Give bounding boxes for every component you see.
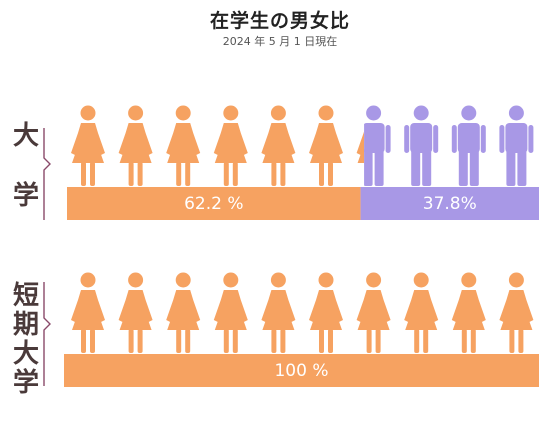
icon-female — [71, 106, 105, 187]
icon-female — [404, 273, 438, 354]
icon-female — [309, 273, 343, 354]
bar-label-university-male: 37.8% — [361, 188, 539, 220]
icon-female — [261, 273, 295, 354]
icon-female — [71, 273, 105, 354]
icon-female — [119, 106, 153, 187]
icon-female — [261, 106, 295, 187]
group-bracket — [44, 128, 50, 220]
icon-female — [452, 273, 486, 354]
group-bracket — [44, 282, 50, 386]
icon-female — [119, 273, 153, 354]
icon-female — [309, 106, 343, 187]
icon-female — [214, 273, 248, 354]
icon-male — [452, 106, 486, 187]
icon-male — [404, 106, 438, 187]
bar-label-junior-college-female: 100 % — [64, 355, 539, 387]
icon-female — [357, 273, 391, 354]
icon-male — [499, 106, 533, 187]
bar-label-university-female: 62.2 % — [67, 188, 361, 220]
icon-female — [166, 273, 200, 354]
icon-female — [166, 106, 200, 187]
icon-female — [499, 273, 533, 354]
icon-female — [214, 106, 248, 187]
